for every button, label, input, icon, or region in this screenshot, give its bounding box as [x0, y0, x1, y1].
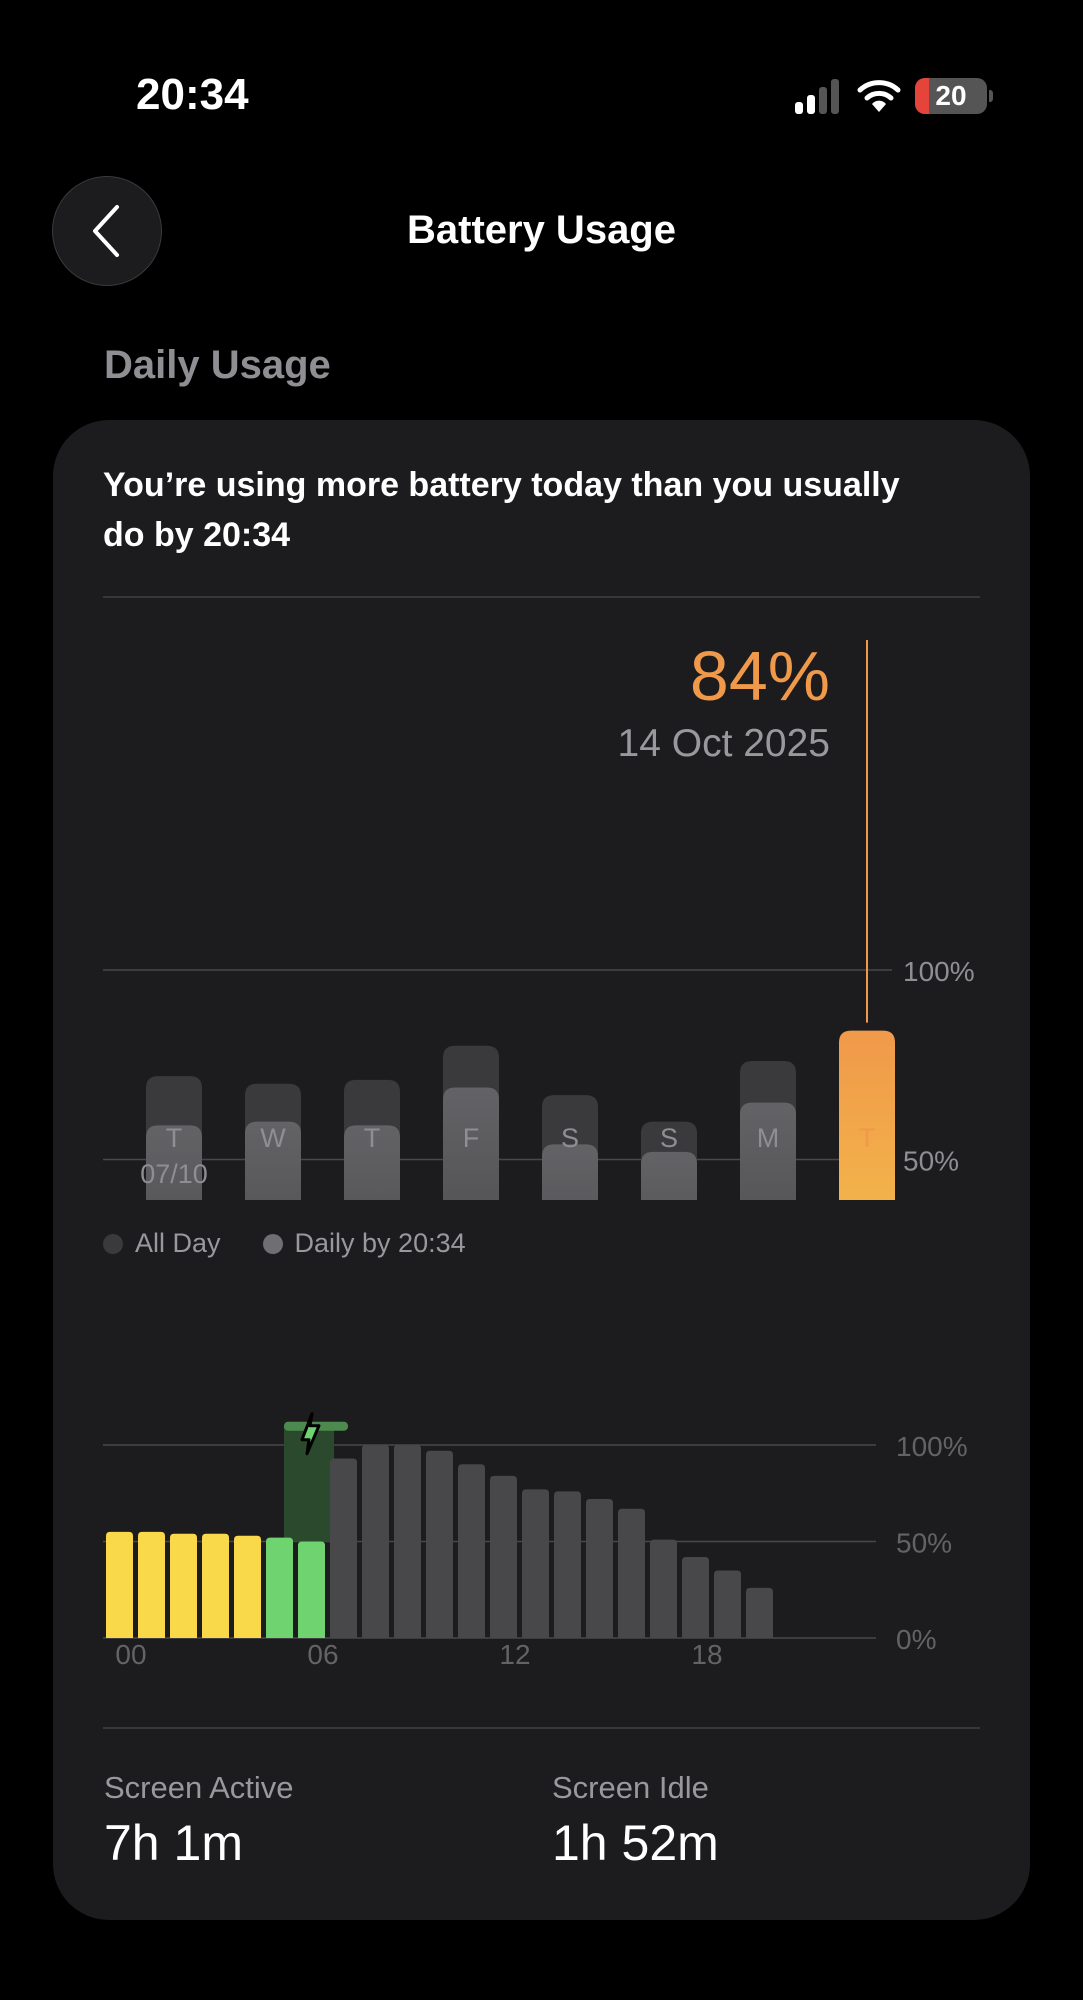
usage-headline: You’re using more battery today than you…	[103, 466, 900, 554]
hour-bar	[362, 1445, 389, 1638]
y-tick-label: 50%	[896, 1528, 952, 1559]
hourly-battery-chart[interactable]: 0% 50% 100% 00 06 12 18	[0, 1300, 1083, 1700]
bar-daily	[245, 1121, 301, 1200]
y-tick-label: 0%	[896, 1624, 936, 1655]
selected-value: 84%	[689, 637, 830, 715]
status-time: 20:34	[136, 70, 249, 119]
hour-bar	[746, 1587, 773, 1638]
chart-legend: All Day Daily by 20:34	[103, 1228, 466, 1259]
section-title: Daily Usage	[104, 343, 331, 387]
x-tick-label: M	[757, 1123, 780, 1153]
x-tick-label: S	[561, 1123, 579, 1153]
divider	[103, 596, 980, 598]
bar-daily	[344, 1125, 400, 1200]
bar-daily	[542, 1144, 598, 1200]
bar-today	[839, 1030, 895, 1200]
x-tick-label: 00	[115, 1639, 146, 1670]
battery-icon: 20	[915, 78, 987, 114]
hour-bar	[714, 1570, 741, 1638]
stat-label: Screen Idle	[552, 1770, 709, 1805]
hour-bar	[266, 1537, 293, 1638]
divider	[103, 1727, 980, 1729]
y-tick-label: 100%	[903, 956, 975, 987]
hour-bar	[490, 1475, 517, 1638]
x-tick-label: F	[463, 1123, 480, 1153]
hour-bar	[458, 1464, 485, 1638]
hour-bar	[106, 1531, 133, 1638]
hour-bar	[554, 1491, 581, 1638]
bar-daily	[740, 1102, 796, 1200]
bar-daily	[641, 1151, 697, 1200]
legend-label-all-day: All Day	[135, 1228, 221, 1258]
x-tick-label: S	[660, 1123, 678, 1153]
battery-nub	[989, 90, 993, 102]
hour-bar	[426, 1450, 453, 1638]
legend-dot-all-day	[103, 1233, 123, 1254]
y-tick-label: 100%	[896, 1431, 968, 1462]
x-tick-label: 12	[499, 1639, 530, 1670]
x-tick-label: W	[260, 1123, 286, 1153]
stat-screen-idle: Screen Idle 1h 52m	[552, 1770, 719, 1872]
hour-bar	[202, 1533, 229, 1638]
y-tick-label: 50%	[903, 1146, 959, 1177]
hour-bar	[682, 1556, 709, 1638]
x-date-label: 07/10	[140, 1159, 208, 1189]
x-tick-label: T	[166, 1123, 183, 1153]
stat-screen-active: Screen Active 7h 1m	[104, 1770, 294, 1872]
hour-bar	[330, 1458, 357, 1638]
hour-bar	[586, 1499, 613, 1638]
x-tick-label: T	[859, 1123, 876, 1153]
hour-bar	[522, 1489, 549, 1638]
hour-bar	[138, 1531, 165, 1638]
hour-bar	[618, 1508, 645, 1638]
stat-value: 7h 1m	[104, 1815, 243, 1871]
x-tick-label: 06	[307, 1639, 338, 1670]
back-button[interactable]	[52, 176, 162, 286]
stat-value: 1h 52m	[552, 1815, 719, 1871]
bar-daily	[146, 1125, 202, 1200]
hour-bar	[650, 1539, 677, 1638]
x-tick-label: T	[364, 1123, 381, 1153]
hour-bar	[170, 1533, 197, 1638]
hour-bar	[234, 1535, 261, 1638]
page-title: Battery Usage	[406, 208, 676, 252]
hour-bar	[298, 1541, 325, 1638]
hour-bar	[394, 1445, 421, 1638]
x-tick-label: 18	[691, 1639, 722, 1670]
wifi-icon	[857, 80, 901, 112]
legend-dot-daily	[262, 1233, 283, 1254]
battery-level: 20	[935, 80, 967, 111]
bar-daily	[443, 1087, 499, 1200]
chevron-left-icon	[93, 205, 119, 257]
lightning-bolt-icon	[300, 1412, 321, 1456]
status-icons: 20	[793, 78, 993, 114]
stat-label: Screen Active	[104, 1770, 294, 1805]
selected-date: 14 Oct 2025	[617, 722, 830, 765]
cellular-signal-icon	[795, 79, 839, 114]
legend-label-daily: Daily by 20:34	[294, 1228, 466, 1258]
